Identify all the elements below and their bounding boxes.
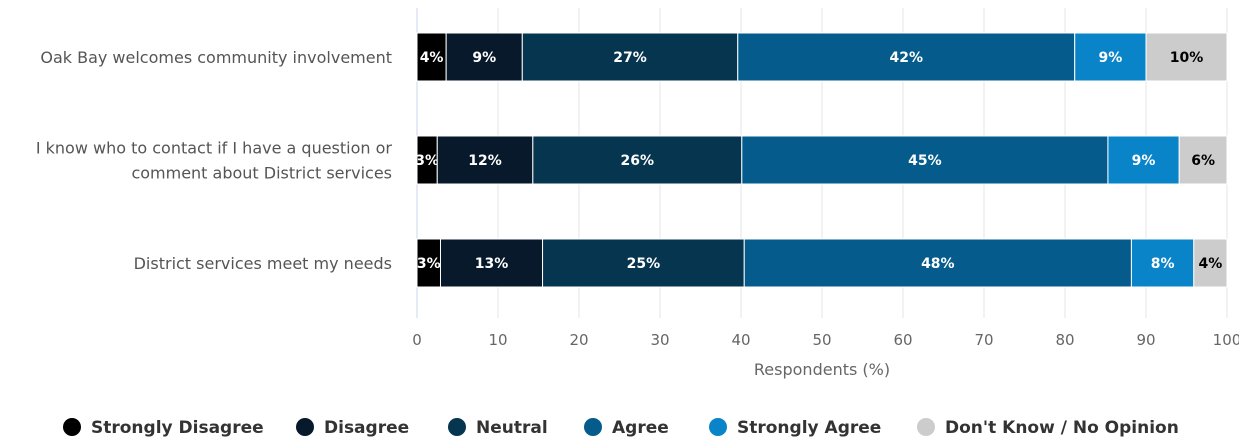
data-label: 3% <box>415 153 439 169</box>
data-label: 12% <box>468 153 502 169</box>
data-label: 42% <box>889 50 923 66</box>
category-label: Oak Bay welcomes community involvement <box>40 48 392 67</box>
legend-marker <box>917 418 935 436</box>
x-tick-label: 20 <box>569 331 588 349</box>
x-tick-label: 40 <box>731 331 750 349</box>
data-label: 13% <box>475 256 509 272</box>
data-label: 4% <box>1199 256 1223 272</box>
bar-segment <box>737 32 1076 82</box>
bar-segment <box>1178 135 1228 185</box>
x-tick-label: 100 <box>1213 331 1239 349</box>
bar-segment <box>1193 238 1228 288</box>
data-label: 27% <box>613 50 647 66</box>
x-tick-label: 90 <box>1136 331 1155 349</box>
bar-segment <box>1107 135 1180 185</box>
bar-segment <box>436 135 534 185</box>
bar-area: 4% 9% 27% 42% 9% 10% 3% 12% 26% 45% 9% 6% 3% 13% 25% 48… <box>415 32 1228 288</box>
bar-segment <box>445 32 523 82</box>
legend-marker <box>296 418 314 436</box>
x-axis-title: Respondents (%) <box>754 360 890 379</box>
legend-marker <box>584 418 602 436</box>
data-label: 25% <box>627 256 661 272</box>
x-axis-ticks: 0 10 20 30 40 50 60 70 80 90 100 <box>412 331 1239 349</box>
x-tick-label: 10 <box>488 331 507 349</box>
legend-label: Strongly Agree <box>737 418 881 438</box>
category-label: comment about District services <box>131 164 392 183</box>
data-label: 9% <box>1098 50 1122 66</box>
x-tick-label: 30 <box>650 331 669 349</box>
bar-segment <box>1130 238 1195 288</box>
category-label: District services meet my needs <box>134 254 392 273</box>
bar-segment <box>521 32 739 82</box>
data-label: 6% <box>1191 153 1215 169</box>
x-tick-label: 60 <box>893 331 912 349</box>
x-tick-label: 0 <box>412 331 422 349</box>
data-label: 10% <box>1170 50 1204 66</box>
bar-segment <box>1145 32 1228 82</box>
data-label: 26% <box>621 153 655 169</box>
legend-marker <box>63 418 81 436</box>
bar-segment <box>1074 32 1147 82</box>
x-tick-label: 70 <box>974 331 993 349</box>
legend-label: Agree <box>612 418 669 438</box>
legend-label: Neutral <box>476 418 548 438</box>
legend-marker <box>709 418 727 436</box>
x-tick-label: 80 <box>1055 331 1074 349</box>
legend-label: Strongly Disagree <box>91 418 264 438</box>
bar-segment <box>416 32 447 82</box>
legend: Strongly Disagree Disagree Neutral Agree Str… <box>63 418 1179 438</box>
bar-segment <box>741 135 1109 185</box>
legend-label: Don't Know / No Opinion <box>945 418 1179 438</box>
legend-label: Disagree <box>324 418 409 438</box>
bar-segment <box>532 135 743 185</box>
data-label: 9% <box>472 50 496 66</box>
x-tick-label: 50 <box>812 331 831 349</box>
legend-marker <box>448 418 466 436</box>
category-labels: Oak Bay welcomes community involvement I … <box>36 48 393 273</box>
category-label: I know who to contact if I have a questi… <box>36 139 393 158</box>
data-label: 45% <box>908 153 942 169</box>
data-label: 9% <box>1132 153 1156 169</box>
data-label: 8% <box>1151 256 1175 272</box>
data-label: 48% <box>921 256 955 272</box>
data-label: 4% <box>420 50 444 66</box>
data-label: 3% <box>417 256 441 272</box>
